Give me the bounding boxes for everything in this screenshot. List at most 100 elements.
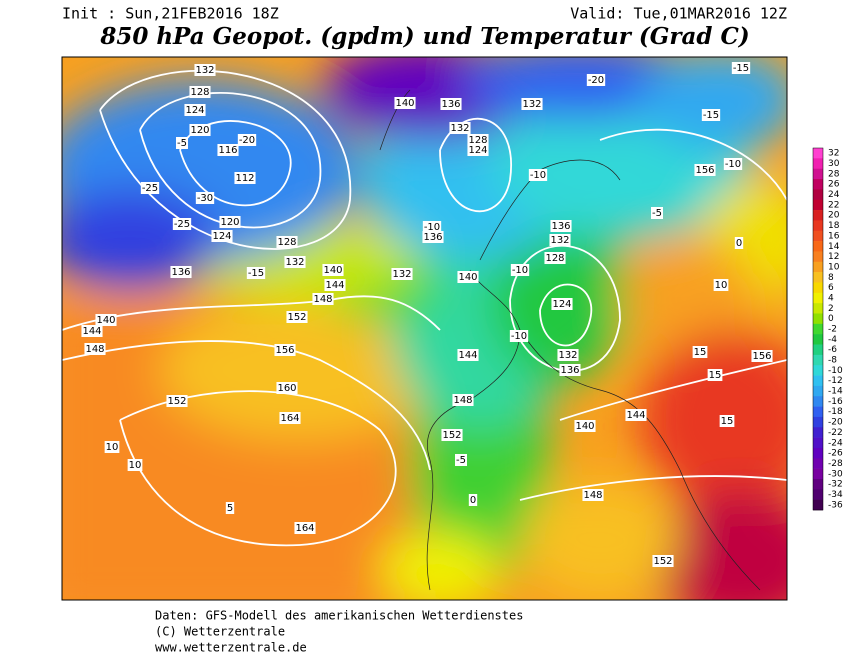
colorbar-label: -12 [828,376,843,386]
contour-label-bg [457,271,479,283]
colorbar-cell [813,416,823,428]
contour-label-bg [225,502,235,514]
contour-label-bg [559,364,581,376]
contour-label-bg [189,86,211,98]
contour-label-bg [284,256,306,268]
colorbar-cell [813,168,823,180]
contour-label: 124 [185,105,204,116]
contour-label-bg [651,207,663,219]
contour-label-bg [652,555,674,567]
contour-label: -20 [239,135,255,146]
contour-label: 124 [468,145,487,156]
contour-label: 10 [106,442,119,453]
contour-label-bg [457,349,479,361]
contour-label-bg [237,134,257,146]
contour-label-bg [509,330,529,342]
contour-label-bg [184,104,206,116]
contour-label-bg [544,252,566,264]
colorbar-label: -32 [828,480,843,490]
contour-label-bg [394,97,416,109]
colorbar-cell [813,499,823,511]
colorbar-cell [813,272,823,283]
contour-label: 140 [395,98,414,109]
colorbar-label: 26 [828,180,840,190]
colorbar-label: -34 [828,490,843,500]
footer-source: Daten: GFS-Modell des amerikanischen Wet… [155,609,523,623]
colorbar-cell [813,447,823,459]
contour-label: 128 [545,253,564,264]
contour-label-bg [551,298,573,310]
colorbar-label: 32 [828,149,839,159]
contour-label-bg [510,264,530,276]
contour-label: -25 [142,183,158,194]
contour-label: 164 [295,523,314,534]
colorbar-label: 0 [828,314,834,324]
colorbar-cell [813,179,823,190]
contour-label: 140 [323,265,342,276]
contour-label: 136 [551,221,570,232]
contour-label: 164 [280,413,299,424]
contour-label: -10 [512,265,528,276]
colorbar: 32302826242220181614121086420-2-4-6-8-10… [812,147,843,511]
colorbar-cell [813,396,823,407]
colorbar-cell [813,385,823,397]
map-title: 850 hPa Geopot. (gpdm) und Temperatur (G… [99,23,749,50]
contour-label-bg [455,454,467,466]
colorbar-label: 18 [828,221,840,231]
contour-label: 132 [522,99,541,110]
contour-label: 5 [227,503,233,514]
contour-label-bg [692,346,708,358]
colorbar-label: 2 [828,304,834,314]
contour-label-bg [452,394,474,406]
colorbar-label: -6 [828,345,837,355]
colorbar-label: 16 [828,231,840,241]
contour-label: 124 [212,231,231,242]
colorbar-label: -30 [828,469,843,479]
contour-label: 0 [736,238,742,249]
colorbar-label: -20 [828,418,843,428]
contour-label-bg [694,164,716,176]
contour-label: 136 [560,365,579,376]
contour-label-bg [586,74,606,86]
contour-label: -25 [174,219,190,230]
contour-label-bg [422,231,444,243]
colorbar-cell [813,210,823,221]
contour-label-bg [582,489,604,501]
contour-label: 148 [85,344,104,355]
contour-label-bg [322,264,344,276]
colorbar-cell [813,282,823,294]
contour-label-bg [467,144,489,156]
contour-label: 0 [470,495,476,506]
contour-label: 128 [190,87,209,98]
geopotential-contours [62,69,787,547]
contour-label-bg [731,62,751,74]
contour-label-bg [550,220,572,232]
contour-label: 140 [575,421,594,432]
colorbar-label: -36 [828,500,843,510]
colorbar-cell [813,251,823,263]
colorbar-label: -10 [828,366,843,376]
contour-label: 148 [453,395,472,406]
contour-label-bg [713,279,729,291]
contour-label-bg [751,350,773,362]
contour-label-bg [276,382,298,394]
contour-label: -15 [703,110,719,121]
contour-label-bg [557,349,579,361]
contour-label: 15 [721,416,734,427]
contour-label: 136 [441,99,460,110]
contour-label-bg [422,221,442,233]
contour-label: -5 [456,455,466,466]
contour-label: 128 [277,237,296,248]
colorbar-label: -16 [828,397,843,407]
contour-label-bg [574,420,596,432]
contour-label-bg [467,134,489,146]
contour-label-bg [84,343,106,355]
colorbar-cell [813,334,823,345]
contour-label-bg [176,137,188,149]
colorbar-cell [813,354,823,366]
contour-label: -15 [733,63,749,74]
colorbar-label: 10 [828,262,840,272]
